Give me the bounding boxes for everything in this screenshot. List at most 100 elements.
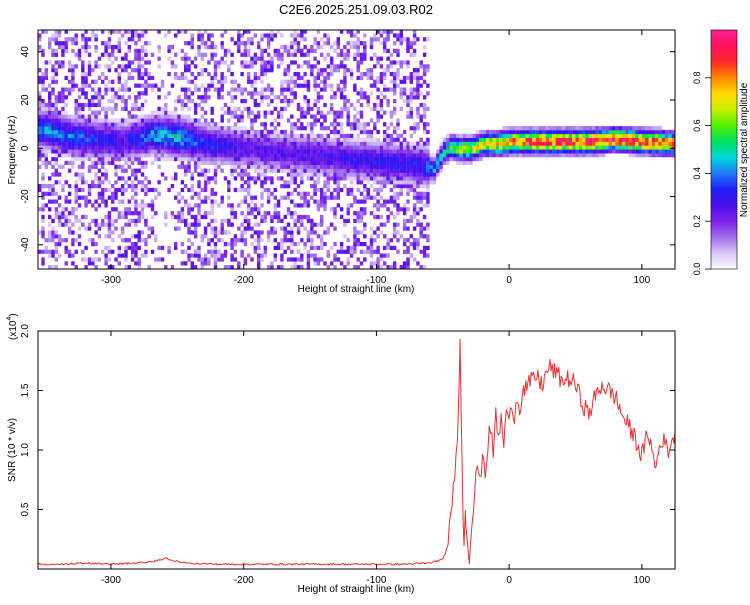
spectrogram-cell [197,102,201,108]
spectrogram-cell [588,145,593,150]
spectrogram-cell [170,129,175,135]
spectrogram-cell [91,137,95,142]
spectrogram-cell [257,133,261,138]
spectrogram-cell [230,242,234,247]
spectrogram-cell [180,141,185,146]
spectrogram-cell [87,257,92,262]
spectrogram-cell [396,153,400,158]
spectrogram-cell [266,187,271,193]
spectrogram-cell [266,87,271,92]
spectrogram-cell [134,141,138,146]
spectrogram-cell [303,83,307,88]
spectrogram-cell [180,195,185,200]
spectrogram-cell [618,149,622,154]
spectrogram-cell [412,33,417,38]
spectrogram-cell [233,106,238,111]
spectrogram-cell [240,64,244,69]
spectrogram-cell [273,245,277,250]
spectrogram-cell [61,87,65,92]
spectrogram-cell [227,218,231,223]
spectrogram-cell [276,129,281,135]
spectrogram-cell [144,141,148,146]
spectrogram-cell [648,153,652,158]
spectrogram-cell [386,245,390,250]
spectrogram-cell [542,133,546,138]
spectrogram-cell [97,102,102,108]
spectrogram-cell [71,75,75,81]
spectrogram-cell [303,145,307,150]
spectrogram-cell [197,87,201,92]
spectrogram-cell [124,214,128,220]
spectrogram-cell [389,265,394,269]
spectrogram-cell [213,153,218,158]
spectrogram-cell [203,95,208,100]
spectrogram-cell [303,99,307,104]
spectrogram-cell [243,242,248,247]
spectrogram-cell [416,172,420,177]
spectrogram-cell [48,118,52,123]
spectrogram-cell [200,56,204,61]
spectrogram-cell [409,160,413,165]
spectrogram-cell [266,195,271,200]
spectrogram-cell [283,145,287,150]
spectrogram-cell [535,137,540,142]
spectrogram-cell [180,122,185,127]
spectrogram-cell [54,114,58,119]
spectrogram-cell [253,145,258,150]
spectrogram-cell [130,168,135,173]
spectrogram-cell [406,238,410,243]
spectrogram-cell [230,141,234,146]
spectrogram-cell [412,168,417,173]
spectrogram-cell [94,199,98,204]
spectrogram-cell [303,30,307,34]
spectrogram-cell [475,141,480,146]
spectrogram-cell [190,33,194,38]
spectrogram-cell [396,184,400,189]
spectrogram-cell [84,83,88,88]
spectrogram-cell [140,114,145,119]
spectrogram-cell [217,133,221,138]
spectrogram-cell [266,64,271,69]
spectrogram-cell [449,137,453,142]
spectrogram-cell [260,72,264,77]
spectrogram-cell [393,172,397,177]
spectrogram-cell [366,133,370,138]
spectrogram-cell [87,102,92,108]
spectrogram-cell [399,33,403,38]
spectrogram-cell [157,133,161,138]
spectrogram-cell [283,87,287,92]
spectrogram-cell [193,230,198,235]
spectrogram-cell [67,91,72,96]
spectrogram-cell [320,187,324,193]
spectrogram-cell [41,114,45,119]
spectrogram-cell [336,153,340,158]
spectrogram-cell [505,129,510,135]
spectrogram-cell [220,238,224,243]
spectrogram-cell [130,114,135,119]
spectrogram-cell [71,149,75,154]
spectrogram-cell [104,153,108,158]
spectrogram-cell [193,75,198,81]
spectrogram-cell [276,242,281,247]
spectrogram-cell [124,180,128,185]
spectrogram-cell [61,153,65,158]
spectrogram-cell [114,122,118,127]
spectrogram-cell [595,133,599,138]
spectrogram-cell [207,261,211,266]
spectrogram-cell [97,191,102,196]
spectrogram-cell [671,149,675,154]
spectrogram-cell [671,141,675,146]
spectrogram-cell [111,118,115,123]
spectrogram-cell [359,72,364,77]
spectrogram-cell [668,141,672,146]
spectrogram-cell [107,214,112,220]
spectrogram-cell [57,118,62,123]
spectrogram-cell [203,52,208,57]
spectrogram-cell [359,91,364,96]
spectrogram-cell [316,141,321,146]
spectrogram-cell [74,137,78,142]
spectrogram-cell [217,203,221,208]
spectrogram-cell [197,218,201,223]
spectrogram-cell [283,141,287,146]
spectrogram-cell [293,203,297,208]
